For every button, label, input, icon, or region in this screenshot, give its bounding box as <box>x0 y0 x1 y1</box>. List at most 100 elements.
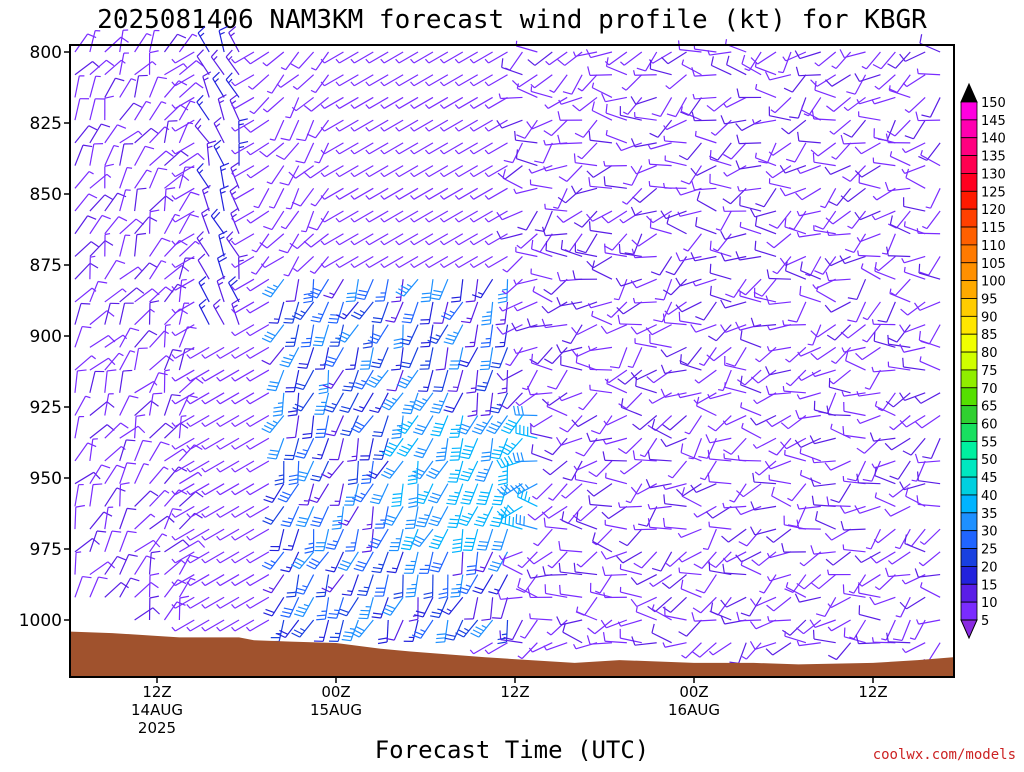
wind-barb-staff <box>250 529 269 540</box>
wind-barb-staff <box>661 552 672 571</box>
wind-barb-staff <box>525 620 537 638</box>
wind-barb-staff <box>179 555 190 574</box>
wind-barb-feather <box>535 230 544 232</box>
wind-barb-staff <box>583 120 597 137</box>
wind-barb-staff <box>681 529 701 537</box>
wind-barb-half-feather <box>246 445 249 449</box>
wind-barb-feather <box>386 400 394 404</box>
wind-barb-staff <box>75 263 90 279</box>
wind-barb-staff <box>199 282 209 301</box>
wind-barb-staff <box>828 393 836 413</box>
wind-barb-staff <box>874 163 896 166</box>
wind-barb-staff <box>472 529 478 550</box>
wind-barb-feather <box>263 226 272 229</box>
wind-barb-staff <box>777 256 791 273</box>
wind-barb-staff <box>635 143 657 147</box>
wind-barb-feather <box>498 483 507 485</box>
wind-barb-feather <box>371 366 380 368</box>
wind-barb-staff <box>90 215 102 233</box>
wind-barb-half-feather <box>278 403 283 404</box>
wind-barb-staff <box>474 75 493 86</box>
wind-barb-feather <box>514 406 516 415</box>
wind-barb-feather <box>262 429 270 433</box>
wind-barb-staff <box>205 438 224 449</box>
wind-barb-half-feather <box>86 396 91 398</box>
wind-barb-staff <box>888 575 910 577</box>
wind-barb-half-feather <box>165 370 170 371</box>
wind-barb-feather <box>811 331 818 337</box>
wind-barb-staff <box>476 370 478 392</box>
wind-barb-feather <box>104 512 112 516</box>
wind-barb-staff <box>399 75 418 86</box>
wind-barb-feather <box>784 88 792 92</box>
colorbar-swatch <box>961 531 977 549</box>
wind-barb-staff <box>474 97 493 108</box>
wind-barb-feather <box>722 536 729 542</box>
wind-barb-feather <box>856 635 858 644</box>
wind-barb-feather <box>447 335 456 337</box>
wind-barb-half-feather <box>314 497 319 499</box>
wind-barb-staff <box>164 240 179 256</box>
wind-barb-feather <box>467 566 476 567</box>
wind-barb-staff <box>636 386 657 393</box>
wind-barb-half-feather <box>440 127 443 131</box>
y-tick-label: 925 <box>30 398 62 418</box>
wind-barb-feather <box>414 455 423 457</box>
wind-barb-half-feather <box>518 565 522 568</box>
wind-barb-staff <box>324 347 328 369</box>
wind-barb-feather <box>918 471 919 480</box>
wind-barb-half-feather <box>187 445 190 449</box>
colorbar-swatch <box>961 513 977 531</box>
wind-barb-half-feather <box>648 144 650 149</box>
wind-barb-half-feather <box>738 455 739 460</box>
wind-barb-feather <box>476 520 485 522</box>
wind-barb-staff <box>394 302 403 322</box>
wind-barb-staff <box>704 347 716 365</box>
wind-barb-staff <box>474 234 493 245</box>
wind-barb-feather <box>126 440 135 441</box>
wind-barb-staff <box>213 79 224 98</box>
wind-barb-feather <box>681 580 683 589</box>
wind-barb-feather <box>294 561 302 565</box>
wind-barb-feather <box>381 406 389 410</box>
wind-barb-half-feather <box>607 315 611 318</box>
wind-barb-feather <box>372 436 381 437</box>
wind-barb-feather <box>781 423 788 429</box>
wind-barb-staff <box>501 529 508 550</box>
wind-barb-staff <box>384 75 403 86</box>
wind-barb-feather <box>473 591 482 594</box>
wind-barb-half-feather <box>679 558 682 562</box>
wind-barb-feather <box>354 568 363 571</box>
wind-barb-half-feather <box>221 191 226 193</box>
wind-barb-feather <box>276 155 284 159</box>
wind-barb-staff <box>197 170 209 188</box>
wind-barb-staff <box>220 484 239 495</box>
wind-barb-feather <box>646 479 650 487</box>
wind-barb-staff <box>250 279 269 291</box>
wind-barb-half-feather <box>455 105 458 109</box>
wind-barb-staff <box>895 120 910 136</box>
wind-barb-feather <box>356 422 364 426</box>
wind-barb-feather <box>855 73 860 81</box>
wind-barb-staff <box>682 64 701 74</box>
wind-barb-half-feather <box>381 150 384 154</box>
wind-barb-feather <box>374 455 383 456</box>
wind-barb-staff <box>563 632 582 643</box>
wind-barb-half-feather <box>798 169 801 173</box>
wind-barb-half-feather <box>425 82 428 86</box>
wind-barb-staff <box>590 369 612 370</box>
wind-barb-half-feather <box>172 627 175 631</box>
wind-barb-staff <box>898 461 910 479</box>
colorbar-label: 135 <box>981 150 1006 165</box>
wind-barb-feather <box>534 161 543 163</box>
wind-barb-half-feather <box>89 171 93 173</box>
wind-barb-half-feather <box>562 495 566 498</box>
wind-barb-half-feather <box>849 591 854 593</box>
wind-barb-staff <box>150 77 158 97</box>
wind-barb-half-feather <box>470 218 473 222</box>
wind-barb-staff <box>553 438 568 454</box>
wind-barb-half-feather <box>321 173 324 177</box>
wind-barb-feather <box>494 496 503 497</box>
wind-barb-feather <box>691 168 697 175</box>
wind-barb-feather <box>815 226 824 229</box>
